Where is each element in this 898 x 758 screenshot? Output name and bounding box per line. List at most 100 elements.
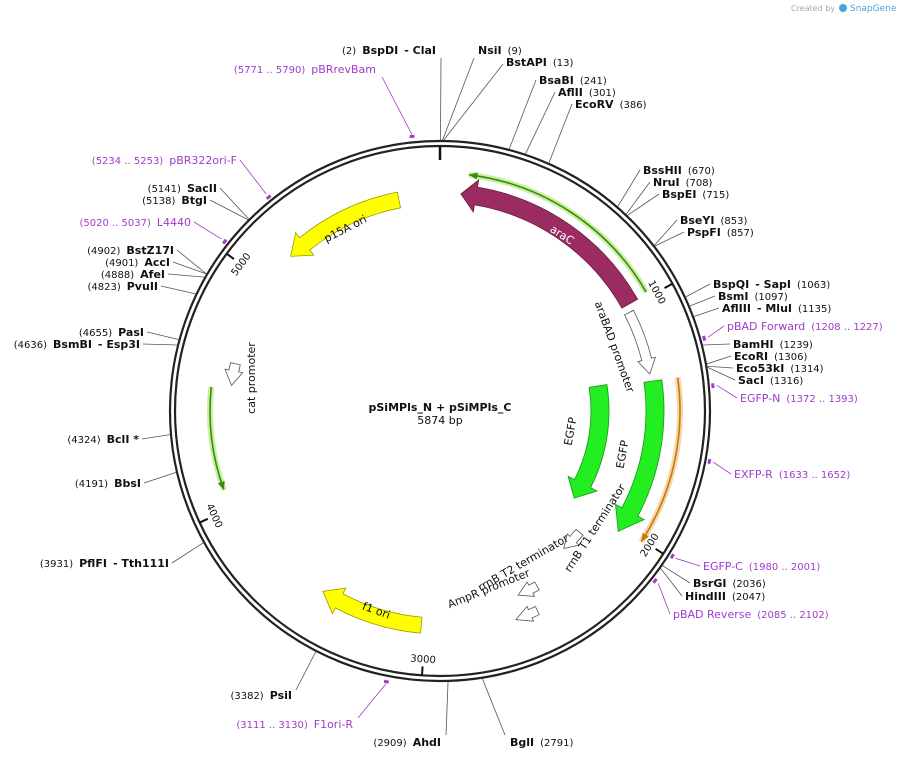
brand-icon	[839, 4, 847, 12]
enzyme-label-position: (4901)	[105, 258, 138, 269]
primer-label: (5020 .. 5037) L4440	[79, 216, 191, 229]
enzyme-label-position: (670)	[688, 166, 715, 177]
enzyme-leader	[525, 91, 556, 155]
enzyme-label-name: BclI *	[107, 433, 140, 446]
enzyme-label: BspEI (715)	[662, 188, 729, 201]
primer-label: (5234 .. 5253) pBR322ori-F	[92, 154, 237, 167]
primer-label-range: (1633 .. 1652)	[779, 470, 851, 481]
orf-head	[217, 480, 225, 490]
feature-arrow	[563, 528, 584, 550]
enzyme-label-name: NruI	[653, 176, 680, 189]
plasmid-length: 5874 bp	[417, 414, 462, 427]
enzyme-leader	[171, 542, 204, 564]
primer-leader	[675, 557, 701, 567]
enzyme-label: (4902) BstZ17I	[87, 244, 174, 257]
enzyme-label-position: (1314)	[790, 364, 823, 375]
enzyme-leader	[176, 249, 207, 275]
primer-label-range: (1980 .. 2001)	[749, 562, 821, 573]
enzyme-label: BamHI (1239)	[733, 338, 813, 351]
enzyme-leader	[662, 565, 691, 584]
enzyme-leader	[685, 283, 711, 298]
enzyme-leader	[442, 57, 475, 141]
enzyme-label: NsiI (9)	[478, 44, 522, 57]
enzyme-label-name: AccI	[144, 256, 170, 269]
primer-leader	[713, 461, 732, 475]
enzyme-label-position: (3931)	[40, 559, 73, 570]
enzyme-label: (4823) PvuII	[87, 280, 158, 293]
enzyme-label-position: (4636)	[14, 340, 47, 351]
primer-mark	[222, 238, 228, 245]
enzyme-label: BstAPI (13)	[506, 56, 573, 69]
enzyme-label-name: EcoRV	[575, 98, 614, 111]
enzyme-label-position: (4655)	[79, 328, 112, 339]
enzyme-label: (4191) BbsI	[75, 477, 141, 490]
enzyme-label-position: (3382)	[230, 691, 263, 702]
feature-arrow	[515, 605, 540, 622]
tick-label: 4000	[203, 502, 224, 530]
primer-leader	[381, 76, 413, 135]
primer-label-name: EGFP-C	[703, 560, 743, 573]
primer-label-range: (1372 .. 1393)	[786, 394, 858, 405]
primer-label-range: (5771 .. 5790)	[234, 65, 306, 76]
enzyme-label-name: BglI	[510, 736, 534, 749]
tick-label: 3000	[410, 654, 436, 667]
enzyme-label: (3931) PflFI - Tth111I	[40, 557, 169, 570]
enzyme-label-position: (2047)	[732, 592, 765, 603]
enzyme-label: AflIII - MluI (1135)	[722, 302, 831, 315]
enzyme-leader	[146, 331, 179, 340]
enzyme-label-name: BamHI	[733, 338, 774, 351]
tick-mark	[420, 666, 424, 676]
enzyme-label: PspFI (857)	[687, 226, 754, 239]
feature-arrow	[460, 179, 639, 309]
enzyme-leader	[625, 181, 651, 215]
primer-label-name: EGFP-N	[740, 392, 780, 405]
feature-arrow	[623, 309, 657, 375]
enzyme-label-name: BsaBI	[539, 74, 574, 87]
enzyme-label-position: (5141)	[148, 184, 181, 195]
primer-label: pBAD Forward (1208 .. 1227)	[727, 320, 883, 333]
primer-label: (3111 .. 3130) F1ori-R	[236, 718, 353, 731]
orf-arc	[640, 377, 681, 543]
primer-label-range: (3111 .. 3130)	[236, 720, 308, 731]
feature-label: EGFP	[614, 439, 632, 470]
primer-label-name: pBAD Reverse	[673, 608, 751, 621]
enzyme-label-extra: - ClaI	[404, 44, 436, 57]
enzyme-label-position: (5138)	[142, 196, 175, 207]
enzyme-label: (4324) BclI *	[67, 433, 139, 446]
backbone-outer	[168, 139, 712, 683]
feature-label: EGFP	[562, 416, 580, 447]
enzyme-leader	[172, 261, 207, 275]
enzyme-leader	[689, 295, 716, 307]
enzyme-label-position: (857)	[727, 228, 754, 239]
enzyme-leader	[209, 199, 249, 221]
enzyme-label-name: Eco53kI	[736, 362, 784, 375]
enzyme-label-position: (1135)	[798, 304, 831, 315]
enzyme-label: BseYI (853)	[680, 214, 747, 227]
enzyme-label: SacI (1316)	[738, 374, 803, 387]
primer-leader	[657, 583, 671, 615]
enzyme-leader	[160, 285, 196, 295]
enzyme-label-position: (708)	[686, 178, 713, 189]
enzyme-label-position: (1306)	[774, 352, 807, 363]
enzyme-label: NruI (708)	[653, 176, 713, 189]
enzyme-leader	[548, 103, 573, 164]
enzyme-label: (4636) BsmBI - Esp3I	[14, 338, 140, 351]
enzyme-label: EcoRI (1306)	[734, 350, 808, 363]
enzyme-label: BsaBI (241)	[539, 74, 607, 87]
enzyme-label-name: AflIII	[722, 302, 751, 315]
enzyme-leader	[445, 681, 449, 736]
enzyme-leader	[702, 343, 731, 346]
primer-leader	[193, 221, 222, 240]
enzyme-label: AflII (301)	[558, 86, 616, 99]
enzyme-leader	[660, 568, 683, 597]
enzyme-label: HindIII (2047)	[685, 590, 765, 603]
created-by: Created by	[791, 4, 835, 13]
enzyme-leader	[141, 434, 171, 440]
feature-arrow	[290, 191, 401, 257]
enzyme-label-name: PflFI	[79, 557, 107, 570]
feature-arrow	[567, 384, 610, 499]
primer-leader	[707, 325, 725, 338]
enzyme-label: EcoRV (386)	[575, 98, 647, 111]
primer-leader	[716, 384, 738, 399]
